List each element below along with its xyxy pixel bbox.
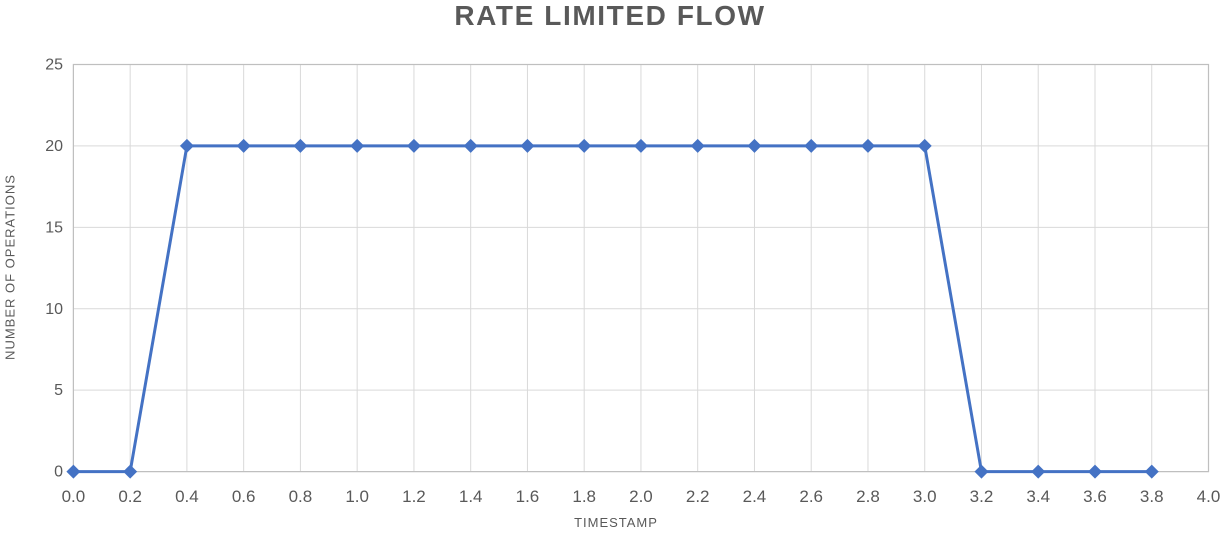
svg-text:1.4: 1.4	[459, 487, 483, 506]
svg-text:0: 0	[54, 464, 63, 481]
svg-text:3.6: 3.6	[1083, 487, 1107, 506]
svg-text:2.0: 2.0	[629, 487, 653, 506]
svg-text:0.0: 0.0	[62, 487, 86, 506]
svg-text:2.6: 2.6	[799, 487, 823, 506]
svg-text:0.4: 0.4	[175, 487, 199, 506]
svg-text:1.2: 1.2	[402, 487, 426, 506]
svg-text:3.4: 3.4	[1026, 487, 1050, 506]
svg-text:4.0: 4.0	[1197, 487, 1221, 506]
svg-text:0.2: 0.2	[118, 487, 142, 506]
svg-text:1.0: 1.0	[345, 487, 369, 506]
svg-text:20: 20	[45, 138, 63, 155]
svg-text:0.8: 0.8	[289, 487, 313, 506]
svg-text:15: 15	[45, 219, 63, 236]
svg-text:1.6: 1.6	[516, 487, 540, 506]
svg-text:10: 10	[45, 301, 63, 318]
svg-text:3.0: 3.0	[913, 487, 937, 506]
svg-text:1.8: 1.8	[572, 487, 596, 506]
svg-text:0.6: 0.6	[232, 487, 256, 506]
svg-text:2.8: 2.8	[856, 487, 880, 506]
svg-text:2.4: 2.4	[743, 487, 767, 506]
svg-text:3.8: 3.8	[1140, 487, 1164, 506]
svg-text:5: 5	[54, 382, 63, 399]
svg-text:2.2: 2.2	[686, 487, 710, 506]
svg-text:3.2: 3.2	[970, 487, 994, 506]
svg-text:25: 25	[45, 57, 63, 74]
